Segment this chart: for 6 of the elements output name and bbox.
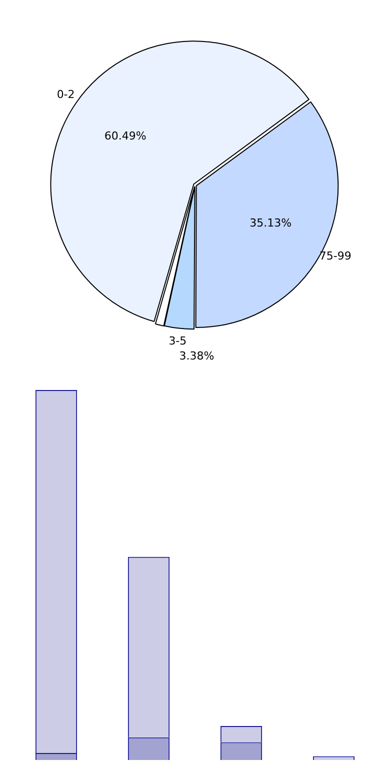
- data-label: 3.38%: [179, 349, 214, 362]
- data-label: 60.49%: [104, 129, 146, 142]
- data-label: 35.13%: [250, 216, 292, 230]
- slice-label: 75-99: [319, 249, 352, 262]
- slice-label: 3-5: [168, 334, 187, 348]
- slice-label: 0-2: [56, 88, 75, 101]
